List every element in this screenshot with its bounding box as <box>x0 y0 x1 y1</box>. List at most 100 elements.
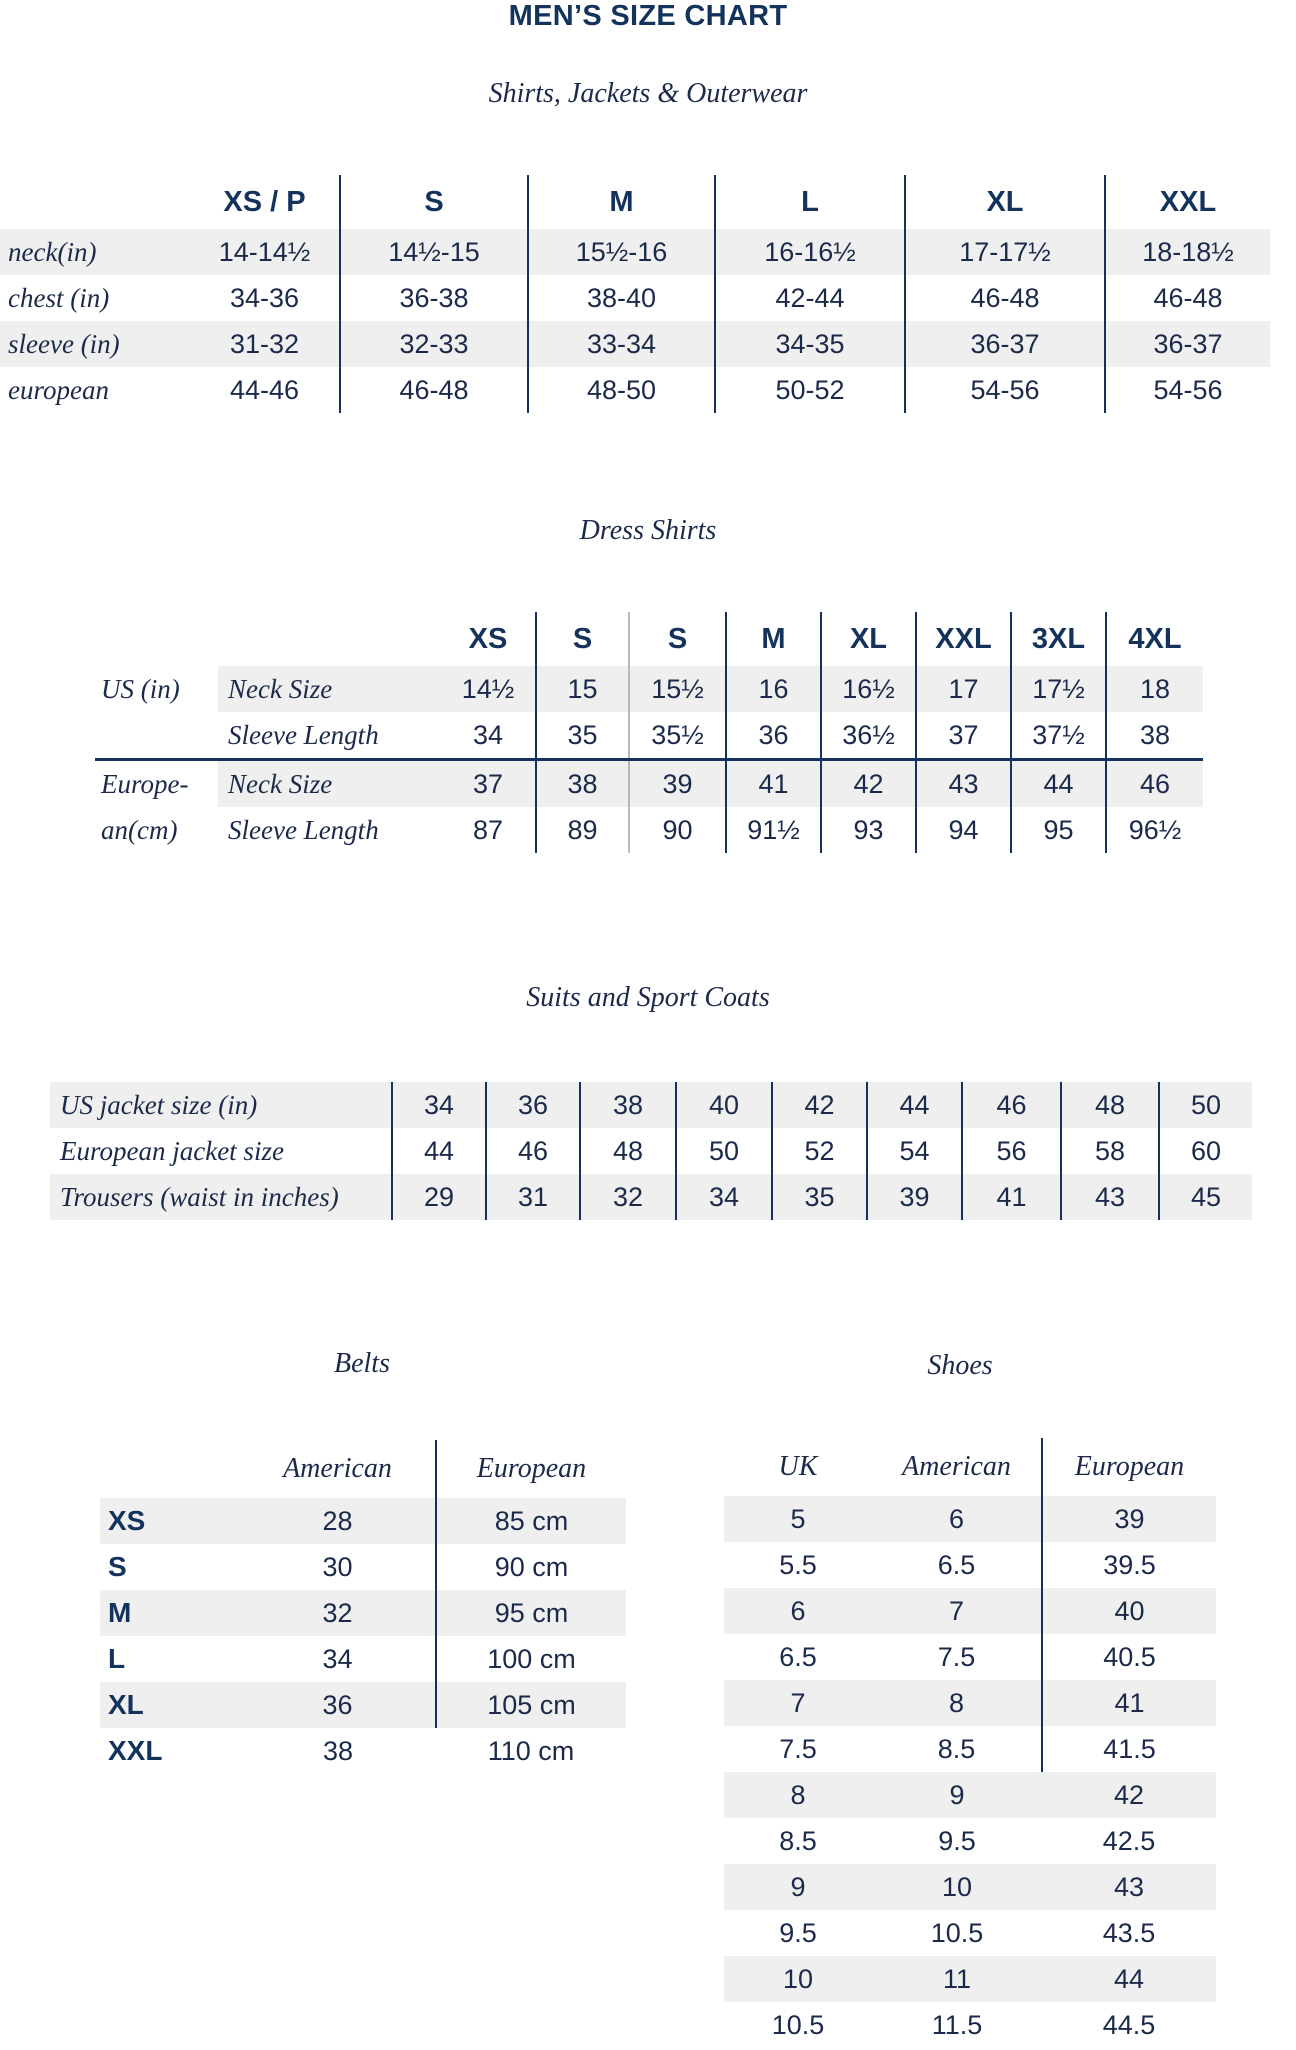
table-cell: 28 <box>322 1505 353 1536</box>
table-cell: 7 <box>790 1687 806 1718</box>
row-label: Neck Size <box>218 666 441 712</box>
page-title: MEN’S SIZE CHART <box>508 0 788 32</box>
table-cell: 11.5 <box>931 2009 983 2040</box>
column-header: XXL <box>915 612 1011 666</box>
table-row: Trousers (waist in inches) 29 31 32 34 3… <box>50 1174 1252 1220</box>
table-cell: 46-48 <box>1104 275 1270 321</box>
european-group-label: Europe- <box>95 758 218 807</box>
table-cell: 7 <box>948 1595 965 1626</box>
table-cell: 35 <box>771 1174 867 1220</box>
table-row: US jacket size (in) 34 36 38 40 42 44 46… <box>50 1082 1252 1128</box>
table-cell: 42 <box>771 1082 867 1128</box>
table-cell: 42 <box>820 758 916 807</box>
column-header: L <box>714 175 905 229</box>
row-label: European jacket size <box>60 1135 284 1166</box>
table-row: 6 7 40 <box>724 1588 1216 1634</box>
table-cell: 48 <box>1060 1082 1159 1128</box>
table-cell: 89 <box>535 807 629 853</box>
table-cell: 50 <box>675 1128 772 1174</box>
table-cell: 58 <box>1060 1128 1159 1174</box>
table-cell: 46-48 <box>339 367 528 413</box>
table-cell: 39 <box>866 1174 962 1220</box>
table-cell: 18-18½ <box>1104 229 1270 275</box>
table-cell: 6.5 <box>937 1549 976 1580</box>
table-cell: 38 <box>535 758 629 807</box>
table-row: 5 6 39 <box>724 1496 1216 1542</box>
table-cell: 11 <box>942 1963 972 1994</box>
table-cell: 10 <box>941 1871 973 1902</box>
column-header: 3XL <box>1010 612 1106 666</box>
table-cell: 6 <box>790 1595 806 1626</box>
table-cell: 15½-16 <box>527 229 715 275</box>
table-cell: 100 cm <box>435 1636 626 1682</box>
table-cell: 43 <box>1113 1871 1145 1902</box>
row-label: european <box>8 374 109 405</box>
us-group-label: US (in) <box>101 674 180 704</box>
table-cell: 85 cm <box>435 1498 626 1544</box>
table-cell: 95 <box>1010 807 1106 853</box>
row-label: Sleeve Length <box>228 814 379 845</box>
table-cell: 43 <box>1060 1174 1159 1220</box>
table-header-row: UK American European <box>724 1438 1216 1496</box>
column-header: American <box>283 1453 392 1484</box>
table-cell: 48-50 <box>527 367 715 413</box>
column-header: M <box>527 175 715 229</box>
table-cell: 35 <box>535 712 629 760</box>
table-cell: 38-40 <box>527 275 715 321</box>
table-cell: 34-36 <box>229 282 300 313</box>
table-cell: 14½ <box>441 666 536 712</box>
column-header: European <box>435 1440 626 1498</box>
table-cell: 35½ <box>628 712 726 760</box>
table-row: neck(in) 14-14½ 14½-15 15½-16 16-16½ 17-… <box>0 229 1270 275</box>
table-cell: 34 <box>472 719 504 750</box>
table-cell: 36-37 <box>1104 321 1270 367</box>
table-cell: 54-56 <box>904 367 1105 413</box>
table-cell: 16½ <box>820 666 916 712</box>
table-cell: 29 <box>391 1174 486 1220</box>
size-label: S <box>108 1551 127 1582</box>
table-cell: 40 <box>675 1082 772 1128</box>
table-cell: 37 <box>915 712 1011 760</box>
table-cell: 10.5 <box>930 1917 984 1948</box>
suits-subtitle: Suits and Sport Coats <box>526 982 770 1013</box>
table-cell: 41 <box>961 1174 1061 1220</box>
table-row: 10.5 11.5 44.5 <box>724 2002 1216 2048</box>
column-header: UK <box>778 1451 818 1482</box>
column-header: European <box>1041 1438 1216 1496</box>
table-cell: 41.5 <box>1041 1726 1216 1772</box>
size-label: XS <box>108 1505 146 1536</box>
row-label: Sleeve Length <box>228 719 379 750</box>
table-cell: 14-14½ <box>218 236 311 267</box>
table-cell: 6.5 <box>779 1641 817 1672</box>
column-header: 4XL <box>1105 612 1203 666</box>
table-cell: 14½-15 <box>339 229 528 275</box>
table-row: 7.5 8.5 41.5 <box>724 1726 1216 1772</box>
table-row: XS 28 85 cm <box>100 1498 626 1544</box>
column-header: S <box>339 175 528 229</box>
header-empty <box>218 612 441 666</box>
table-cell: 38 <box>579 1082 676 1128</box>
table-row: Sleeve Length 34 35 35½ 36 36½ 37 37½ 38 <box>95 712 1203 760</box>
table-cell: 37 <box>441 758 536 807</box>
table-cell: 95 cm <box>435 1590 626 1636</box>
table-cell: 10 <box>782 1963 814 1994</box>
size-label: M <box>108 1597 132 1628</box>
table-header-row: XS S S M XL XXL 3XL 4XL <box>95 612 1203 666</box>
table-row: S 30 90 cm <box>100 1544 626 1590</box>
row-label: neck(in) <box>8 236 97 267</box>
row-label: Neck Size <box>218 758 441 807</box>
table-cell: 44 <box>1010 758 1106 807</box>
table-cell: 44 <box>1113 1963 1145 1994</box>
table-cell: 42 <box>1113 1779 1145 1810</box>
table-cell: 36 <box>322 1689 353 1720</box>
table-cell: 43.5 <box>1102 1917 1156 1948</box>
table-cell: 36-38 <box>339 275 528 321</box>
table-cell: 37½ <box>1010 712 1106 760</box>
table-row: 8 9 42 <box>724 1772 1216 1818</box>
table-cell: 60 <box>1158 1128 1252 1174</box>
column-header: XXL <box>1104 175 1270 229</box>
table-cell: 50 <box>1158 1082 1252 1128</box>
table-cell: 17 <box>915 666 1011 712</box>
table-cell: 105 cm <box>435 1682 626 1728</box>
table-cell: 8.5 <box>937 1733 976 1764</box>
